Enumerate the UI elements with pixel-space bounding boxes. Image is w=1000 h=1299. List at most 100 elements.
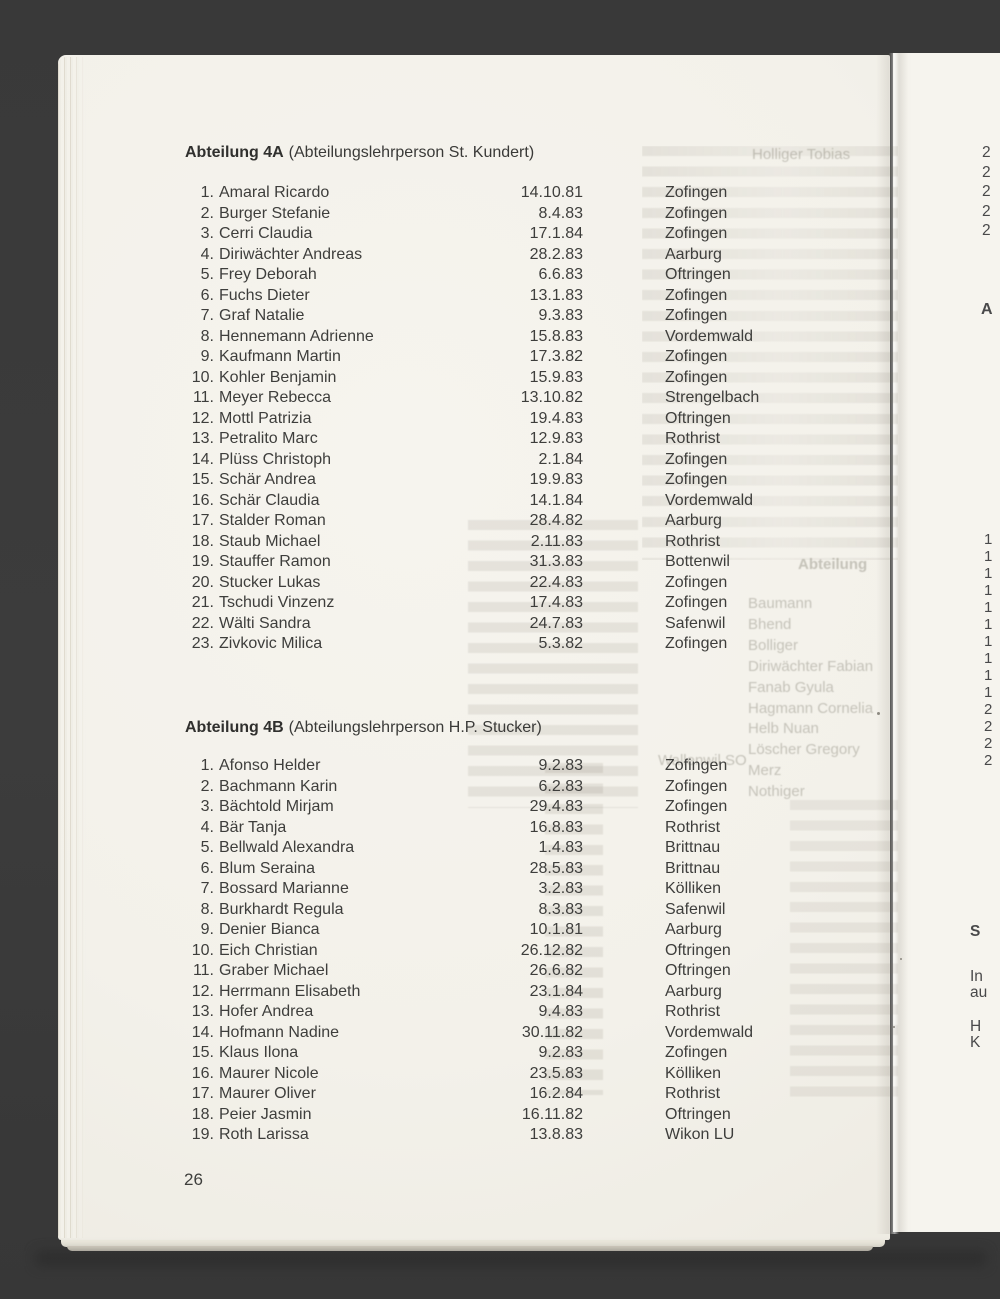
column-gap <box>583 920 665 941</box>
student-name: Meyer Rebecca <box>219 389 332 406</box>
student-name: Bachmann Karin <box>219 777 338 795</box>
town: Safenwil <box>665 900 726 918</box>
town: Zofingen <box>665 635 728 652</box>
column-gap <box>583 347 665 368</box>
student-name: Bächtold Mirjam <box>219 798 334 815</box>
scan-speck <box>900 958 902 960</box>
row-number: 5. <box>200 266 214 283</box>
student-name: Stauffer Ramon <box>219 553 331 570</box>
column-gap <box>583 1023 665 1044</box>
column-gap <box>583 573 665 594</box>
list-row: 1. Afonso Helder 9.2.83 Zofingen <box>183 756 893 777</box>
birth-date: 12.9.83 <box>529 430 583 447</box>
row-number: 9. <box>200 348 214 365</box>
list-row: 18. Peier Jasmin 16.11.82 Oftringen <box>183 1105 893 1126</box>
next-page-text-fragment: H <box>970 1018 982 1035</box>
bleedthrough-line: Fanab Gyula <box>748 678 834 696</box>
row-number: 20. <box>191 573 214 591</box>
birth-date: 24.7.83 <box>529 614 583 632</box>
town: Bottenwil <box>665 553 730 570</box>
next-page-line-number: 2 <box>984 718 993 735</box>
column-gap <box>583 1043 665 1064</box>
birth-date: 9.3.83 <box>538 307 583 324</box>
town: Strengelbach <box>665 389 760 406</box>
row-number: 11. <box>192 962 214 979</box>
column-gap <box>583 1125 665 1146</box>
student-name: Petralito Marc <box>219 430 318 447</box>
birth-date: 5.3.82 <box>538 635 583 652</box>
column-gap <box>583 183 665 204</box>
column-gap <box>583 961 665 982</box>
birth-date: 23.1.84 <box>529 982 583 1000</box>
student-name: Bossard Marianne <box>219 880 349 897</box>
column-gap <box>583 409 665 430</box>
student-name: Wälti Sandra <box>219 614 311 632</box>
next-page-line-number: 1 <box>984 582 993 599</box>
list-row: 11. Meyer Rebecca 13.10.82 Strengelbach <box>183 388 893 409</box>
birth-date: 2.1.84 <box>538 450 583 468</box>
list-row: 3. Bächtold Mirjam 29.4.83 Zofingen <box>183 797 893 818</box>
student-name: Staub Michael <box>219 532 321 550</box>
town: Oftringen <box>665 1105 731 1123</box>
list-row: 4. Diriwächter Andreas 28.2.83 Aarburg <box>183 245 893 266</box>
student-name: Amaral Ricardo <box>219 184 330 201</box>
town: Zofingen <box>665 348 728 365</box>
town: Rothrist <box>665 1085 721 1102</box>
student-name: Kohler Benjamin <box>219 368 337 386</box>
next-page-line-number: 2 <box>982 183 991 200</box>
column-gap <box>583 1084 665 1105</box>
town: Kölliken <box>665 1064 722 1082</box>
page-stack-bottom-edge <box>61 1240 885 1247</box>
list-row: 9. Denier Bianca 10.1.81 Aarburg <box>183 920 893 941</box>
next-page-edge <box>893 53 1000 1232</box>
town: Oftringen <box>665 962 731 979</box>
column-gap <box>583 204 665 225</box>
student-name: Plüss Christoph <box>219 450 332 468</box>
bleedthrough-lines <box>468 520 638 808</box>
town: Zofingen <box>665 757 728 774</box>
list-row: 2. Bachmann Karin 6.2.83 Zofingen <box>183 777 893 798</box>
birth-date: 9.2.83 <box>538 757 583 774</box>
column-gap <box>583 327 665 348</box>
student-name: Herrmann Elisabeth <box>219 982 361 1000</box>
row-number: 14. <box>191 450 214 468</box>
list-row: 17. Stalder Roman 28.4.82 Aarburg <box>183 511 893 532</box>
row-number: 16. <box>191 491 214 509</box>
list-row: 4. Bär Tanja 16.8.83 Rothrist <box>183 818 893 839</box>
student-name: Frey Deborah <box>219 266 317 283</box>
page-shadow <box>36 1251 986 1266</box>
next-page-line-number: 1 <box>984 667 993 684</box>
list-row: 1. Amaral Ricardo 14.10.81 Zofingen <box>183 183 893 204</box>
list-row: 21. Tschudi Vinzenz 17.4.83 Zofingen <box>183 593 893 614</box>
row-number: 1. <box>200 184 214 201</box>
next-page-text-fragment: K <box>970 1034 981 1051</box>
bleedthrough-line: Hagmann Cornelia <box>748 699 874 717</box>
town: Aarburg <box>665 921 722 938</box>
row-number: 7. <box>200 880 214 897</box>
town: Rothrist <box>665 1003 721 1020</box>
list-row: 6. Fuchs Dieter 13.1.83 Zofingen <box>183 286 893 307</box>
town: Zofingen <box>665 777 728 795</box>
town: Aarburg <box>665 512 722 529</box>
list-row: 16. Maurer Nicole 23.5.83 Kölliken <box>183 1064 893 1085</box>
row-number: 12. <box>191 409 214 427</box>
row-number: 13. <box>191 1003 214 1020</box>
student-name: Bellwald Alexandra <box>219 839 355 856</box>
list-row: 7. Graf Natalie 9.3.83 Zofingen <box>183 306 893 327</box>
birth-date: 6.6.83 <box>538 266 583 283</box>
bleedthrough-text: Abteilung <box>798 556 868 573</box>
column-gap <box>583 1002 665 1023</box>
column-gap <box>583 491 665 512</box>
birth-date: 17.4.83 <box>529 594 583 611</box>
student-name: Schär Andrea <box>219 471 316 488</box>
list-row: 15. Schär Andrea 19.9.83 Zofingen <box>183 470 893 491</box>
next-page-text-fragment: In <box>970 968 983 985</box>
next-page-line-numbers: 2 2 2 2 2 <box>982 143 991 241</box>
town: Aarburg <box>665 982 722 1000</box>
row-number: 7. <box>200 307 214 324</box>
birth-date: 28.5.83 <box>529 859 583 877</box>
student-name: Kaufmann Martin <box>219 348 341 365</box>
birth-date: 13.8.83 <box>529 1126 583 1143</box>
student-name: Graber Michael <box>219 962 329 979</box>
row-number: 15. <box>191 471 214 488</box>
